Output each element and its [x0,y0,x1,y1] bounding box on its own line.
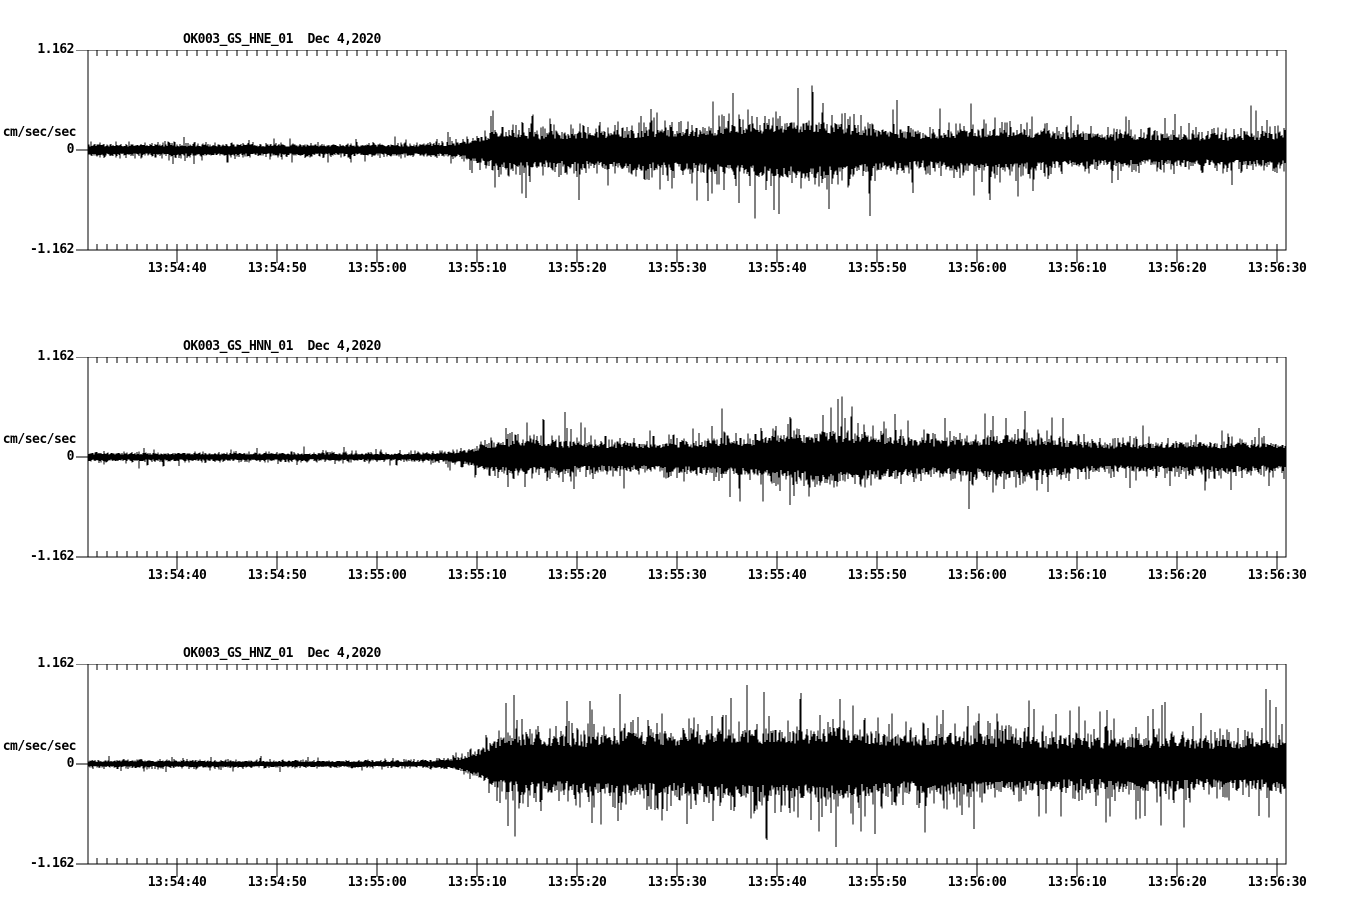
x-tick-label: 13:56:10 [1047,261,1107,276]
x-tick-label: 13:54:50 [247,568,307,583]
y-axis-units-label: cm/sec/sec [2,739,77,754]
x-tick-label: 13:55:20 [547,875,607,890]
waveform-plot-hnn [76,357,1287,570]
x-tick-label: 13:55:50 [847,568,907,583]
seismogram-panel-hnn: OK003_GS_HNN_01 Dec 4,2020 1.162 cm/sec/… [0,307,1358,614]
x-tick-label: 13:55:40 [747,261,807,276]
x-tick-label: 13:54:40 [147,875,207,890]
x-tick-label: 13:55:50 [847,261,907,276]
y-axis-min-label: -1.162 [30,856,74,871]
x-tick-label: 13:56:30 [1247,875,1307,890]
x-tick-label: 13:56:30 [1247,568,1307,583]
x-tick-label: 13:55:30 [647,568,707,583]
x-tick-label: 13:55:00 [347,568,407,583]
y-axis-units-label: cm/sec/sec [2,432,77,447]
y-axis-zero-label: 0 [66,449,75,464]
waveform-plot-hne [76,50,1287,263]
panel-title-hne: OK003_GS_HNE_01 Dec 4,2020 [183,32,381,47]
x-tick-label: 13:54:40 [147,568,207,583]
x-tick-label: 13:55:10 [447,568,507,583]
x-axis-labels-hne: 13:54:40 13:54:50 13:55:00 13:55:10 13:55:20… [0,262,1358,278]
x-tick-label: 13:55:30 [647,875,707,890]
y-axis-zero-label: 0 [66,756,75,771]
panel-title-hnz: OK003_GS_HNZ_01 Dec 4,2020 [183,646,381,661]
panel-title-hnn: OK003_GS_HNN_01 Dec 4,2020 [183,339,381,354]
x-tick-label: 13:56:10 [1047,568,1107,583]
x-axis-labels-hnz: 13:54:40 13:54:50 13:55:00 13:55:10 13:55:20… [0,876,1358,892]
seismogram-panel-hne: OK003_GS_HNE_01 Dec 4,2020 1.162 cm/sec/… [0,0,1358,307]
x-tick-label: 13:54:50 [247,875,307,890]
x-tick-label: 13:55:40 [747,875,807,890]
x-tick-label: 13:55:10 [447,875,507,890]
y-axis-max-label: 1.162 [37,42,74,57]
x-tick-label: 13:56:20 [1147,568,1207,583]
x-tick-label: 13:56:00 [947,261,1007,276]
x-tick-label: 13:55:20 [547,261,607,276]
y-axis-max-label: 1.162 [37,349,74,364]
x-tick-label: 13:55:10 [447,261,507,276]
x-axis-labels-hnn: 13:54:40 13:54:50 13:55:00 13:55:10 13:55:20… [0,569,1358,585]
y-axis-min-label: -1.162 [30,549,74,564]
y-axis-units-label: cm/sec/sec [2,125,77,140]
x-tick-label: 13:54:40 [147,261,207,276]
x-tick-label: 13:55:50 [847,875,907,890]
x-tick-label: 13:55:20 [547,568,607,583]
x-tick-label: 13:56:00 [947,568,1007,583]
x-tick-label: 13:56:10 [1047,875,1107,890]
y-axis-max-label: 1.162 [37,656,74,671]
y-axis-min-label: -1.162 [30,242,74,257]
x-tick-label: 13:55:00 [347,875,407,890]
x-tick-label: 13:56:30 [1247,261,1307,276]
x-tick-label: 13:54:50 [247,261,307,276]
x-tick-label: 13:56:20 [1147,875,1207,890]
x-tick-label: 13:55:00 [347,261,407,276]
x-tick-label: 13:56:00 [947,875,1007,890]
waveform-plot-hnz [76,664,1287,877]
x-tick-label: 13:55:30 [647,261,707,276]
seismogram-panel-hnz: OK003_GS_HNZ_01 Dec 4,2020 1.162 cm/sec/… [0,614,1358,921]
x-tick-label: 13:55:40 [747,568,807,583]
x-tick-label: 13:56:20 [1147,261,1207,276]
y-axis-zero-label: 0 [66,142,75,157]
